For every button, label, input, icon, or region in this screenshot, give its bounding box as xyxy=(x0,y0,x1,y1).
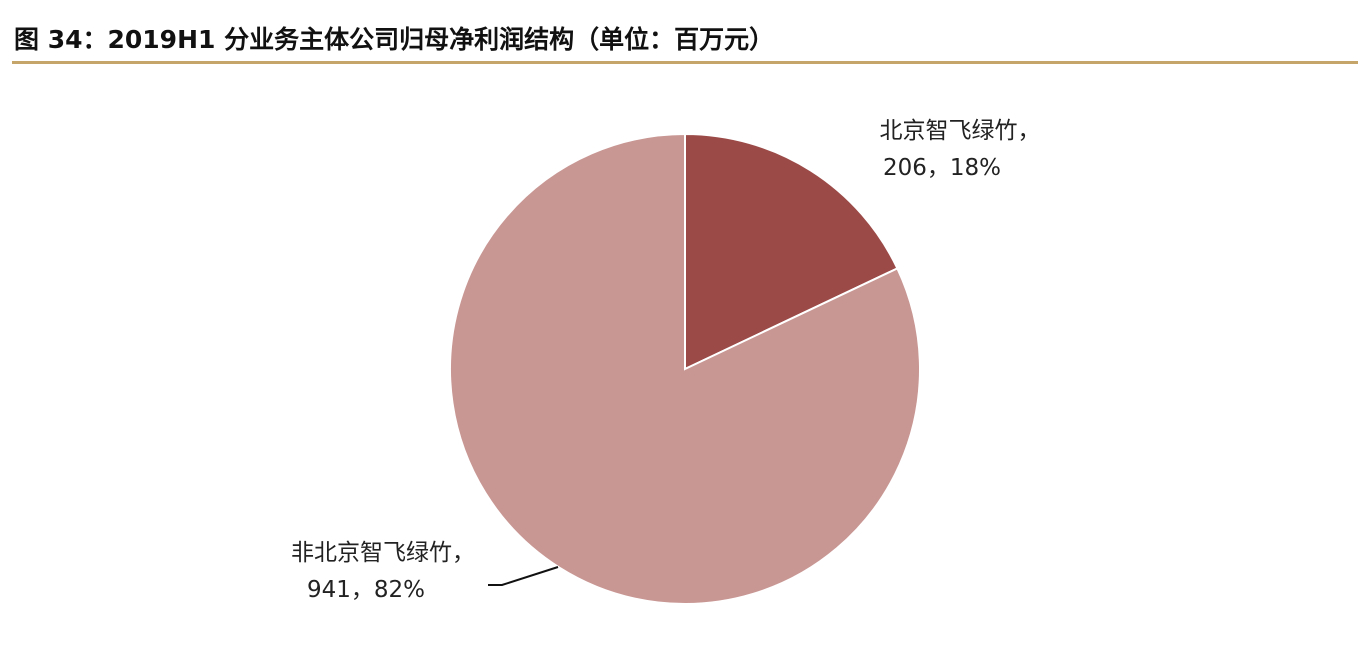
pie-slice-1 xyxy=(449,132,921,605)
pie-slice-0 xyxy=(684,132,899,371)
leader-line xyxy=(488,566,559,586)
title-divider xyxy=(12,61,1358,64)
label-slice-1-line1: 非北京智飞绿竹， xyxy=(291,540,475,566)
label-slice-0-line1: 北京智飞绿竹， xyxy=(880,118,1041,144)
label-slice-0-line2: 206，18% xyxy=(883,155,1001,181)
label-slice-1-line2: 941，82% xyxy=(307,577,425,603)
chart-title: 图 34：2019H1 分业务主体公司归母净利润结构（单位：百万元） xyxy=(14,25,775,54)
